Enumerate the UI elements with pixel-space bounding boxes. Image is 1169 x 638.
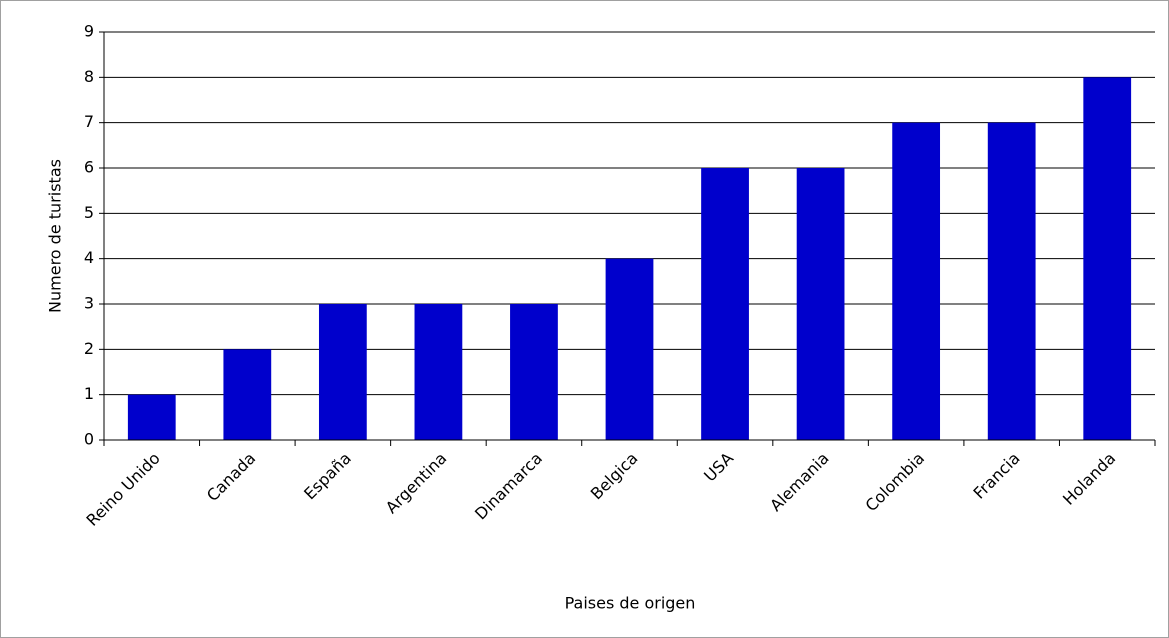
y-tick-label: 2 [84, 339, 94, 358]
bar [892, 122, 941, 441]
bar [414, 304, 463, 440]
bar [510, 304, 558, 440]
y-tick-label: 5 [84, 203, 94, 222]
bar [318, 304, 367, 440]
y-tick-label: 9 [84, 22, 94, 41]
y-tick-label: 0 [84, 430, 94, 449]
y-tick-label: 6 [84, 158, 94, 177]
y-tick-label: 3 [84, 294, 94, 313]
y-tick-label: 7 [84, 112, 94, 131]
bar [987, 122, 1036, 441]
y-tick-label: 1 [84, 384, 94, 403]
bar [796, 168, 845, 440]
x-axis-label: Paises de origen [565, 594, 696, 613]
bar [223, 349, 272, 440]
bar [1083, 77, 1132, 440]
bar [605, 258, 654, 440]
bar [701, 168, 749, 440]
y-axis-label: Numero de turistas [46, 159, 65, 313]
y-tick-label: 8 [84, 67, 94, 86]
bar [127, 394, 176, 440]
y-tick-label: 4 [84, 248, 94, 267]
